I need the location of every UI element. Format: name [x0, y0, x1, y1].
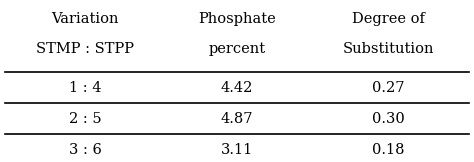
Text: STMP : STPP: STMP : STPP — [36, 42, 134, 56]
Text: Substitution: Substitution — [343, 42, 435, 56]
Text: Phosphate: Phosphate — [198, 12, 276, 26]
Text: 3 : 6: 3 : 6 — [69, 143, 102, 157]
Text: 0.18: 0.18 — [373, 143, 405, 157]
Text: percent: percent — [209, 42, 265, 56]
Text: 1 : 4: 1 : 4 — [69, 81, 101, 95]
Text: 4.87: 4.87 — [221, 112, 253, 126]
Text: 3.11: 3.11 — [221, 143, 253, 157]
Text: Variation: Variation — [52, 12, 119, 26]
Text: 0.30: 0.30 — [372, 112, 405, 126]
Text: 0.27: 0.27 — [373, 81, 405, 95]
Text: 4.42: 4.42 — [221, 81, 253, 95]
Text: Degree of: Degree of — [352, 12, 425, 26]
Text: 2 : 5: 2 : 5 — [69, 112, 101, 126]
